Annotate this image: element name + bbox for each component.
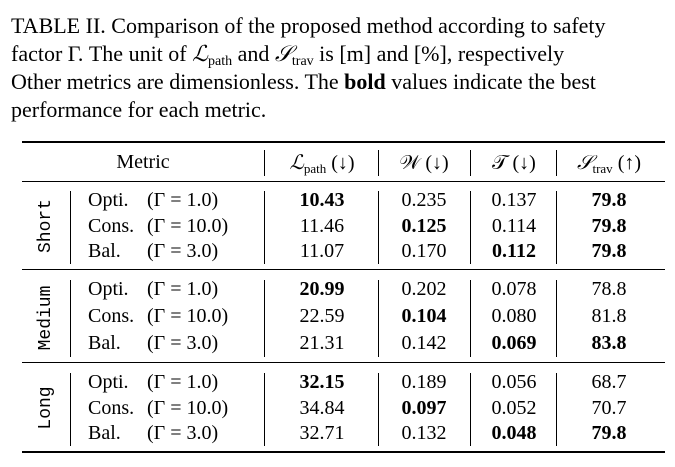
row-method: Cons. [88, 396, 135, 419]
column-divider [556, 280, 557, 357]
row-method: Opti. [88, 189, 129, 211]
row-parameter: (Γ = 3.0) [147, 332, 219, 354]
cell-s: 78.8 [591, 278, 627, 300]
cell-w: 0.132 [401, 422, 447, 444]
cell-w: 0.104 [401, 305, 447, 327]
cell-t: 0.114 [491, 214, 537, 237]
column-divider [378, 280, 379, 357]
cell-s: 79.8 [591, 214, 627, 237]
row-parameter: (Γ = 1.0) [147, 278, 219, 300]
cell-t: 0.069 [491, 332, 537, 354]
row-parameter: (Γ = 1.0) [147, 371, 219, 393]
row-method: Bal. [88, 422, 121, 444]
column-divider [556, 373, 557, 446]
cell-s: 81.8 [591, 305, 627, 327]
row-method: Opti. [88, 278, 129, 300]
cell-t: 0.048 [491, 422, 537, 444]
column-divider [264, 280, 265, 357]
cell-w: 0.097 [401, 396, 447, 419]
column-divider [470, 191, 471, 264]
column-divider [378, 373, 379, 446]
row-method: Bal. [88, 240, 121, 262]
cell-l: 11.46 [299, 214, 345, 237]
cell-l: 11.07 [299, 240, 345, 262]
column-divider [70, 280, 71, 357]
cell-l: 21.31 [299, 332, 345, 354]
caption-line-4: performance for each metric. [11, 97, 267, 122]
cell-t: 0.052 [491, 396, 537, 419]
cell-l: 22.59 [299, 305, 345, 327]
cell-s: 79.8 [591, 422, 627, 444]
cell-l: 10.43 [299, 189, 345, 211]
header-traversability: 𝒮trav (↑) [576, 152, 642, 176]
cell-l: 32.71 [299, 422, 345, 444]
table-bottom-rule [22, 451, 665, 453]
cell-s: 68.7 [591, 371, 627, 393]
cell-w: 0.142 [401, 332, 447, 354]
caption-line-2: factor Γ. The unit of ℒpath and 𝒮trav is… [11, 41, 565, 69]
table-top-rule [22, 141, 665, 143]
header-divider [470, 150, 471, 176]
group-label: Long [36, 386, 56, 430]
row-method: Cons. [88, 214, 135, 237]
row-parameter: (Γ = 3.0) [147, 422, 219, 444]
column-divider [264, 373, 265, 446]
row-method: Opti. [88, 371, 129, 393]
column-divider [70, 191, 71, 264]
row-parameter: (Γ = 10.0) [147, 214, 229, 237]
caption-line-3: Other metrics are dimensionless. The bol… [11, 69, 596, 94]
row-parameter: (Γ = 10.0) [147, 396, 229, 419]
cell-w: 0.170 [401, 240, 447, 262]
header-work: 𝒲 (↓) [399, 152, 449, 174]
column-divider [264, 191, 265, 264]
header-divider [556, 150, 557, 176]
row-method: Cons. [88, 305, 135, 327]
cell-w: 0.235 [401, 189, 447, 211]
cell-l: 32.15 [299, 371, 345, 393]
cell-s: 70.7 [591, 396, 627, 419]
cell-w: 0.202 [401, 278, 447, 300]
cell-t: 0.137 [491, 189, 537, 211]
header-divider [378, 150, 379, 176]
cell-t: 0.078 [491, 278, 537, 300]
cell-w: 0.189 [401, 371, 447, 393]
column-divider [470, 280, 471, 357]
group-label: Short [36, 199, 56, 254]
cell-l: 20.99 [299, 278, 345, 300]
group-label: Medium [36, 285, 56, 350]
cell-s: 79.8 [591, 189, 627, 211]
row-parameter: (Γ = 1.0) [147, 189, 219, 211]
caption-line-1: TABLE II. Comparison of the proposed met… [11, 13, 606, 38]
cell-l: 34.84 [299, 396, 345, 419]
header-time: 𝒯 (↓) [492, 152, 536, 174]
row-parameter: (Γ = 10.0) [147, 305, 229, 327]
column-divider [556, 191, 557, 264]
column-divider [70, 373, 71, 446]
row-method: Bal. [88, 332, 121, 354]
table-caption: TABLE II. Comparison of the proposed met… [11, 12, 675, 124]
cell-w: 0.125 [401, 214, 447, 237]
header-path-length: ℒpath (↓) [289, 152, 355, 176]
header-metric: Metric [116, 151, 170, 173]
table-group-rule-2 [22, 362, 665, 363]
cell-t: 0.080 [491, 305, 537, 327]
column-divider [378, 191, 379, 264]
cell-t: 0.112 [492, 240, 536, 262]
cell-t: 0.056 [491, 371, 537, 393]
column-divider [470, 373, 471, 446]
table-header-rule [22, 181, 665, 182]
cell-s: 83.8 [591, 332, 627, 354]
row-parameter: (Γ = 3.0) [147, 240, 219, 262]
header-divider [264, 150, 265, 176]
cell-s: 79.8 [591, 240, 627, 262]
table-group-rule-1 [22, 269, 665, 270]
